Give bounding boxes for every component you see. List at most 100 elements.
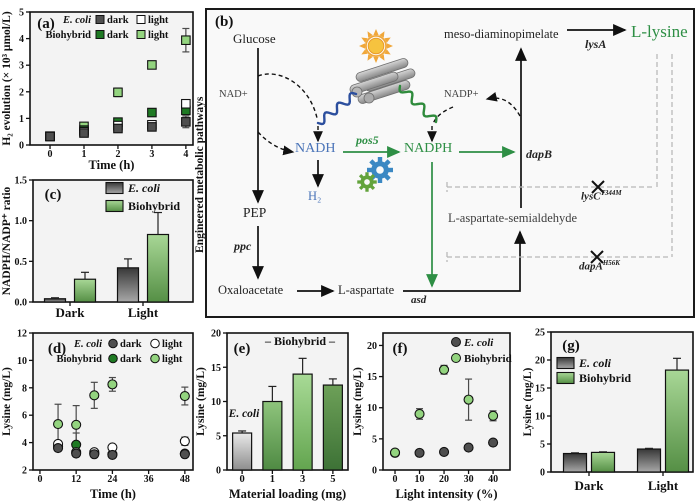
legend-label: E. coli (127, 181, 161, 195)
chart-shape (373, 57, 379, 63)
legend-label: dark (107, 15, 129, 26)
legend-series-name: Biohybrid (45, 30, 91, 41)
data-point (414, 447, 425, 458)
x-tick-label: 1 (81, 149, 86, 160)
panel-a-h2-evolution-chart: 0 1 2 3 4 5 0 1 2 3 4 H₂ evolution (× 10³ μmol/L) Ti… (0, 0, 200, 172)
x-axis-label: Light intensity (%) (395, 487, 497, 501)
legend-label: E. coli (578, 356, 612, 370)
biohybrid-annotation: – Biohybrid – (264, 334, 336, 348)
bar (73, 278, 97, 303)
legend-swatch (556, 371, 575, 385)
category-label: Light (648, 478, 679, 493)
node-nad-plus: NAD+ (219, 89, 248, 100)
y-tick-label: 2 (22, 466, 27, 477)
y-tick-label: 10 (211, 397, 221, 408)
chart-shape (367, 37, 385, 55)
y-axis-label: H₂ evolution (× 10³ μmol/L) (1, 11, 13, 145)
y-tick-label: 1.5 (15, 176, 28, 187)
legend-swatch (136, 30, 146, 39)
y-tick-label: 25 (535, 328, 545, 339)
x-axis-label: Material loading (mg) (229, 487, 346, 501)
legend-series-name: E. coli (73, 339, 102, 350)
chart-shape (377, 177, 383, 183)
chart-shape (365, 172, 369, 177)
data-point (179, 390, 190, 402)
lysc-mutation-sup: T344M (600, 189, 622, 197)
chart-shape (387, 43, 393, 49)
y-tick-label: 3 (19, 61, 24, 72)
y-tick-label: 2 (19, 87, 24, 98)
chart-shape (372, 180, 377, 184)
gene-pos5: pos5 (356, 133, 379, 147)
x-tick-label: 0 (393, 474, 398, 485)
x-tick-label: 4 (183, 149, 188, 160)
data-point (181, 35, 191, 45)
y-axis-label: Lysine (mg/L) (1, 367, 13, 436)
gene-dapb: dapB (526, 147, 553, 161)
x-tick-label: 12 (71, 474, 81, 485)
data-point (107, 449, 118, 460)
data-point (389, 447, 401, 458)
legend-swatch (150, 338, 160, 349)
data-point (181, 98, 191, 109)
panel-letter: (a) (37, 16, 55, 32)
gear-icon (367, 157, 393, 183)
panel-f-light-intensity-chart: 0 5 10 15 20 0 10 20 30 40 Lysine (mg/L) Light inte… (352, 320, 523, 504)
chart-shape (376, 166, 384, 174)
chart-shape (379, 54, 385, 61)
bar (232, 432, 253, 471)
legend-swatch (451, 353, 461, 363)
y-tick-label: 10 (367, 403, 377, 414)
chart-shape (379, 31, 385, 38)
data-point (113, 123, 123, 134)
pathway-arrow (403, 230, 526, 292)
data-point (488, 437, 499, 448)
data-point (89, 390, 100, 401)
y-tick-label: 5 (19, 8, 24, 19)
x-tick-label: 0 (48, 149, 53, 160)
nadp-cycle-curve (432, 106, 454, 125)
bar (322, 384, 343, 471)
y-tick-label: 1.0 (15, 216, 28, 227)
category-label: 3 (300, 474, 305, 485)
panel-letter: (e) (234, 341, 251, 357)
y-tick-label: 4 (19, 34, 24, 45)
category-label: Dark (56, 305, 86, 320)
data-point (181, 117, 191, 127)
data-point (488, 410, 499, 421)
nadp-cycle-curve (485, 92, 521, 117)
y-tick-label: 0.0 (15, 298, 28, 309)
gene-asd: asd (411, 294, 427, 306)
panel-f-svg: 0 5 10 15 20 0 10 20 30 40 Lysine (mg/L) Light inte… (352, 332, 512, 501)
y-tick-label: 15 (535, 384, 545, 395)
y-axis-label: Lysine (mg/L) (352, 367, 364, 436)
legend-swatch (150, 353, 160, 364)
legend-swatch (105, 199, 124, 213)
gene-lysc: lysC (581, 190, 601, 203)
x-tick-label: 3 (149, 149, 154, 160)
y-tick-label: 20 (211, 329, 221, 340)
panel-e-material-loading-chart: 0 5 10 15 20 Lysine (mg/L) Material loading (m… (195, 320, 355, 504)
plot-area (29, 11, 194, 146)
bar (146, 233, 170, 303)
node-l-aspartate: L-aspartate (338, 283, 395, 297)
dapa-mutation-sup: H56K (602, 259, 620, 267)
panel-letter: (d) (48, 341, 66, 357)
panel-letter: (g) (562, 338, 580, 354)
x-tick-label: 48 (180, 474, 190, 485)
legend-swatch (556, 356, 575, 370)
x-axis-label: Time (h) (90, 487, 136, 501)
y-tick-label: 20 (367, 341, 377, 352)
x-tick-label: 24 (107, 474, 117, 485)
chart-shape (355, 58, 409, 82)
x-tick-label: 40 (488, 474, 498, 485)
x-tick-label: 20 (439, 474, 449, 485)
bar (116, 267, 140, 303)
bar (664, 369, 690, 473)
y-tick-label: 4 (22, 438, 27, 449)
bar (43, 298, 67, 303)
data-point (45, 131, 55, 142)
